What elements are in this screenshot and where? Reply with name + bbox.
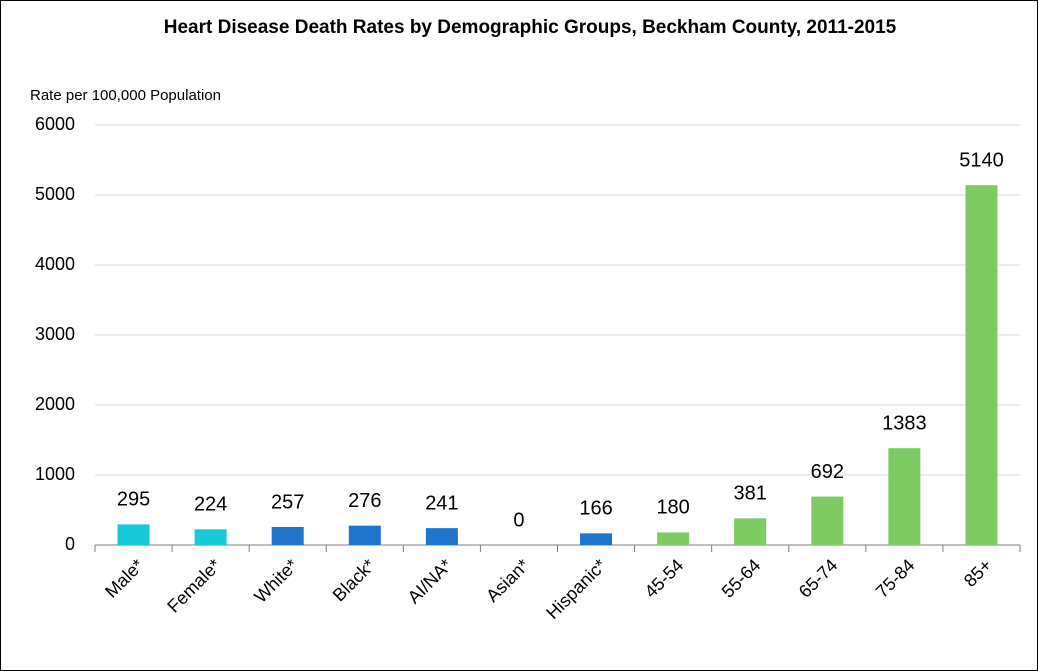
y-tick-label: 1000 (35, 464, 75, 484)
data-label: 276 (348, 490, 381, 512)
bar (811, 496, 844, 545)
bar (734, 518, 767, 545)
y-tick-label: 0 (65, 534, 75, 554)
y-axis-label: Rate per 100,000 Population (30, 87, 221, 104)
data-label: 257 (271, 491, 304, 513)
chart-title: Heart Disease Death Rates by Demographic… (163, 17, 897, 38)
data-label: 241 (425, 492, 458, 514)
y-tick-label: 6000 (35, 114, 75, 134)
bar (194, 529, 227, 545)
bar (657, 532, 690, 545)
data-label: 692 (811, 461, 844, 483)
bar (580, 533, 613, 545)
y-tick-label: 2000 (35, 394, 75, 414)
data-label: 5140 (959, 149, 1004, 171)
data-label: 224 (194, 494, 227, 516)
data-label: 166 (579, 498, 612, 520)
data-label: 381 (734, 483, 767, 505)
data-label: 180 (656, 497, 689, 519)
y-tick-label: 4000 (35, 254, 75, 274)
bar (348, 525, 381, 545)
bar (271, 527, 304, 545)
data-label: 1383 (882, 412, 927, 434)
bar (965, 185, 998, 545)
bar (117, 524, 150, 545)
data-label: 0 (513, 509, 524, 531)
data-label: 295 (117, 489, 150, 511)
y-tick-label: 5000 (35, 184, 75, 204)
bar (425, 528, 458, 545)
y-tick-label: 3000 (35, 324, 75, 344)
bar (888, 448, 921, 545)
